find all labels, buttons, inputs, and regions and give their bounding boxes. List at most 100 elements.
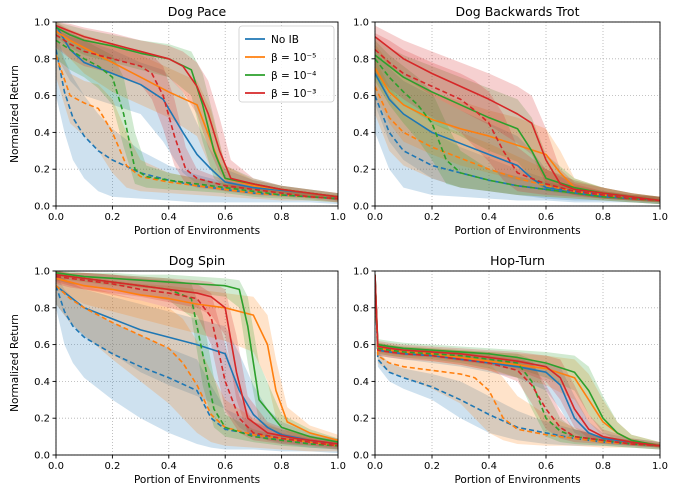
y-tick-label: 0.2 [34, 165, 50, 176]
x-tick-label: 0.4 [481, 212, 497, 223]
x-tick-label: 0.8 [595, 461, 611, 472]
series-band-1 [56, 274, 338, 450]
y-tick-label: 0.8 [34, 303, 50, 314]
series-band-8 [375, 271, 660, 448]
series-band-5 [56, 271, 338, 446]
x-tick-label: 0.8 [274, 461, 290, 472]
series-band-6 [56, 271, 338, 450]
y-tick-label: 0.6 [353, 91, 369, 102]
series-band-4 [375, 58, 660, 205]
series-line-7 [56, 24, 338, 198]
series-band-5 [375, 271, 660, 448]
y-tick-label: 1.0 [353, 267, 369, 278]
y-tick-label: 0.6 [34, 91, 50, 102]
plot-area [56, 271, 338, 454]
series-band-1 [56, 22, 338, 201]
x-tick-label: 1.0 [330, 212, 346, 223]
x-tick-label: 0.2 [104, 461, 120, 472]
series-band-7 [56, 271, 338, 448]
series-band-2 [375, 68, 660, 205]
series-line-7 [375, 36, 660, 202]
x-tick-label: 0.8 [595, 212, 611, 223]
y-tick-label: 0.0 [353, 202, 369, 213]
series-band-6 [56, 29, 338, 203]
subplot-title: Dog Spin [169, 253, 225, 268]
series-band-5 [56, 22, 338, 201]
y-tick-label: 0.6 [34, 340, 50, 351]
series-band-3 [56, 22, 338, 201]
x-tick-label: 0.6 [217, 212, 233, 223]
series-line-8 [56, 275, 338, 447]
x-tick-label: 0.4 [481, 461, 497, 472]
x-axis-label: Portion of Environments [134, 225, 260, 237]
y-tick-label: 0.0 [34, 202, 50, 213]
y-tick-label: 0.2 [34, 414, 50, 425]
subplot-title: Dog Pace [168, 4, 227, 19]
series-band-4 [56, 274, 338, 452]
legend-label: β = 10⁻⁵ [271, 52, 316, 64]
subplot-title: Dog Backwards Trot [456, 4, 580, 19]
series-band-3 [375, 271, 660, 448]
y-tick-label: 0.8 [34, 54, 50, 65]
series-line-4 [375, 86, 660, 202]
series-line-5 [375, 274, 660, 447]
series-line-4 [375, 278, 660, 447]
plot-area [56, 22, 338, 205]
subplot-2: 0.0 0.2 0.4 0.6 0.8 1.0 0.0 0.2 0.4 0.6 0.8 1.0 Dog … [353, 4, 668, 237]
plot-area [375, 271, 660, 450]
series-line-7 [375, 274, 660, 447]
y-tick-label: 1.0 [34, 18, 50, 29]
series-band-6 [375, 271, 660, 450]
series-band-7 [375, 271, 660, 448]
legend-box [238, 25, 335, 103]
series-band-4 [56, 40, 338, 203]
y-axis-label: Normalized Return [9, 65, 21, 163]
series-band-6 [375, 40, 660, 205]
x-tick-label: 0.2 [424, 461, 440, 472]
x-tick-label: 0.2 [104, 212, 120, 223]
x-axis-label: Portion of Environments [134, 474, 260, 486]
x-tick-label: 0.0 [367, 212, 383, 223]
y-tick-label: 1.0 [34, 267, 50, 278]
series-band-8 [56, 271, 338, 450]
y-tick-label: 1.0 [353, 18, 369, 29]
series-band-1 [375, 271, 660, 448]
y-tick-label: 0.4 [34, 128, 50, 139]
series-band-4 [375, 271, 660, 450]
x-tick-label: 0.2 [424, 212, 440, 223]
legend: No IB β = 10⁻⁵ β = 10⁻⁴ β = 10⁻³ [238, 25, 335, 103]
x-tick-label: 0.4 [161, 212, 177, 223]
y-tick-label: 0.4 [353, 377, 369, 388]
series-band-2 [375, 271, 660, 450]
y-tick-label: 0.0 [353, 451, 369, 462]
subplot-4: 0.0 0.2 0.4 0.6 0.8 1.0 0.0 0.2 0.4 0.6 0.8 1.0 Hop-… [353, 253, 668, 486]
y-tick-label: 0.8 [353, 303, 369, 314]
y-tick-label: 0.8 [353, 54, 369, 65]
series-line-5 [56, 272, 338, 443]
series-line-7 [56, 273, 338, 445]
y-tick-label: 0.2 [353, 414, 369, 425]
x-axis-label: Portion of Environments [454, 474, 580, 486]
x-tick-label: 1.0 [652, 461, 668, 472]
x-tick-label: 0.6 [538, 461, 554, 472]
axes-frame [374, 270, 661, 456]
x-tick-label: 0.6 [217, 461, 233, 472]
x-tick-label: 0.8 [274, 212, 290, 223]
legend-label: β = 10⁻⁴ [271, 70, 316, 82]
legend-label: β = 10⁻³ [271, 88, 316, 100]
y-tick-label: 0.4 [353, 128, 369, 139]
series-band-3 [56, 271, 338, 446]
legend-label: No IB [271, 34, 299, 46]
x-tick-label: 0.6 [538, 212, 554, 223]
subplot-3: 0.0 0.2 0.4 0.6 0.8 1.0 0.0 0.2 0.4 0.6 0.8 1.0 Dog … [9, 253, 346, 486]
series-line-8 [375, 276, 660, 447]
series-line-2 [56, 285, 338, 447]
series-line-8 [375, 49, 660, 202]
x-axis-label: Portion of Environments [454, 225, 580, 237]
series-band-2 [56, 31, 338, 205]
series-line-4 [56, 54, 338, 200]
y-tick-label: 0.6 [353, 340, 369, 351]
x-tick-label: 0.0 [367, 461, 383, 472]
series-line-6 [375, 58, 660, 202]
